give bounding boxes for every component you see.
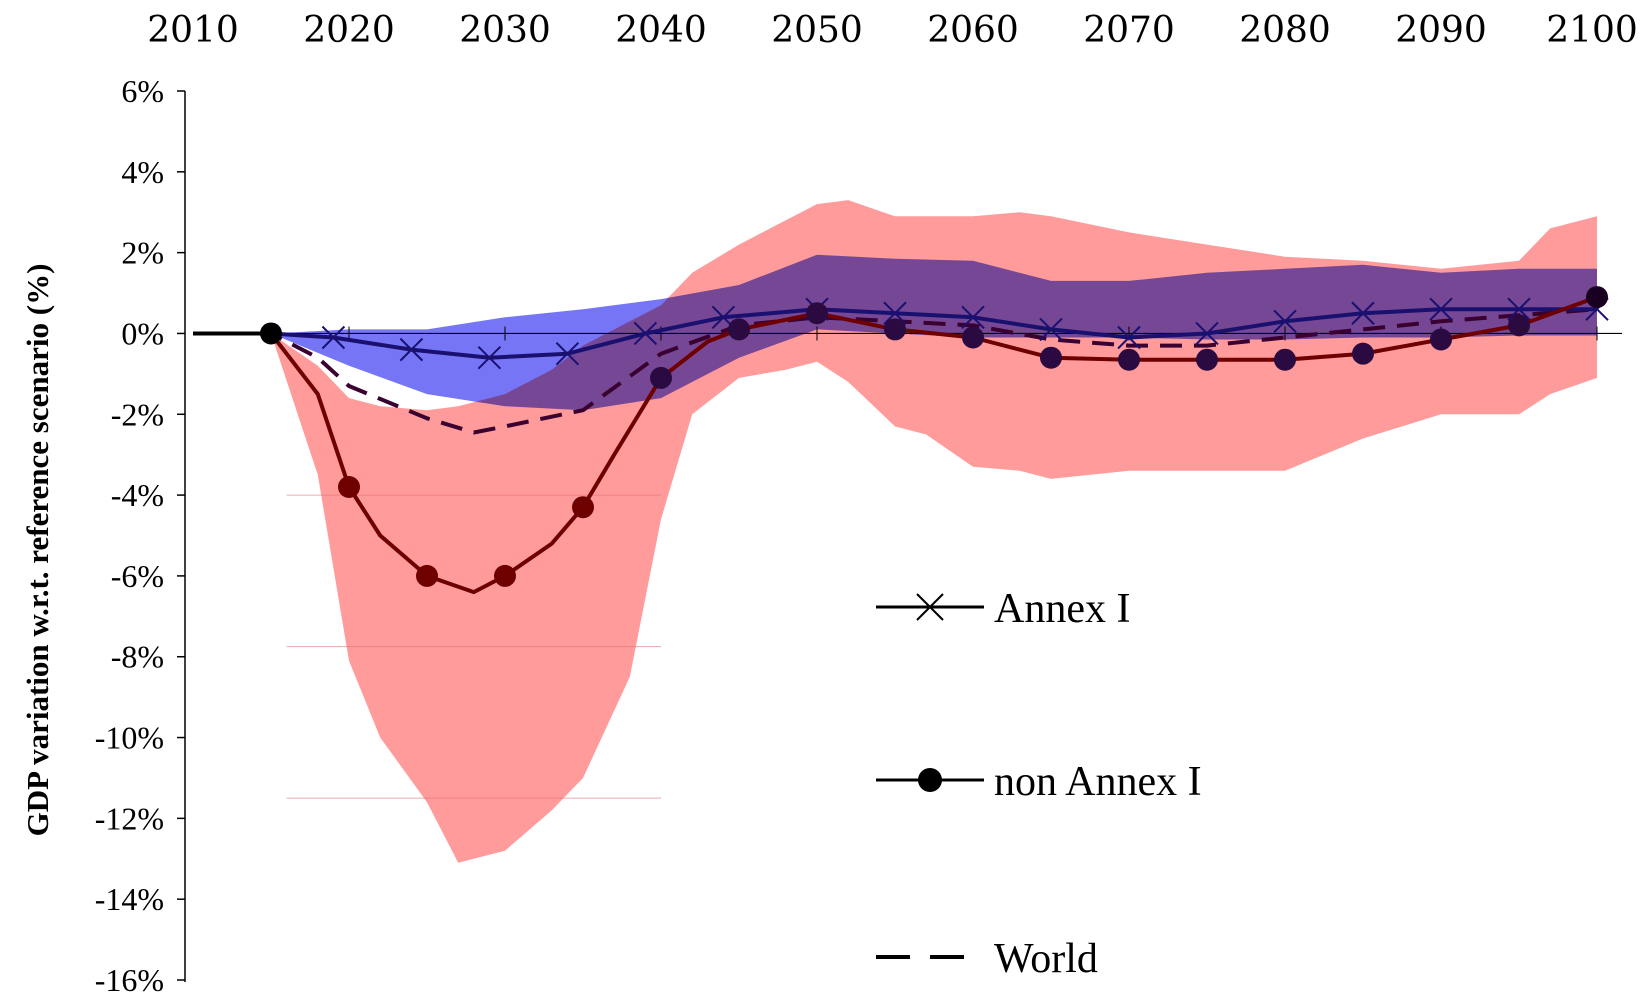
annex-i-marker bbox=[321, 325, 346, 350]
y-tick-label: 0% bbox=[121, 315, 164, 351]
non-annex-i-marker bbox=[1196, 348, 1218, 371]
x-tick-label: 2040 bbox=[615, 10, 707, 51]
legend-label: non Annex I bbox=[994, 759, 1202, 805]
x-tick-label: 2090 bbox=[1395, 10, 1487, 51]
y-tick-label: -12% bbox=[95, 800, 164, 836]
annex-i-marker bbox=[1117, 325, 1141, 350]
world-line bbox=[193, 307, 1598, 435]
legend-item: non Annex I bbox=[876, 759, 1202, 805]
y-tick-label: -2% bbox=[111, 396, 164, 432]
annex-i-marker bbox=[399, 337, 424, 362]
legend-item: Annex I bbox=[876, 586, 1130, 632]
non-annex-i-marker bbox=[884, 318, 906, 341]
non-annex-i-marker bbox=[494, 564, 516, 587]
x-tick-label: 2030 bbox=[459, 10, 551, 51]
annex-i-marker bbox=[1195, 321, 1219, 346]
x-tick-label: 2100 bbox=[1546, 10, 1638, 51]
annex-i-marker bbox=[633, 321, 658, 346]
y-tick-label: -16% bbox=[95, 962, 164, 992]
series-lines bbox=[193, 286, 1609, 595]
annex-i-marker bbox=[1507, 297, 1531, 321]
y-tick-labels: 6% 4% 2% 0% -2% -4% -6% -8% -10% -12% -14% -16% bbox=[95, 73, 164, 992]
non-annex-i-marker bbox=[650, 366, 672, 389]
non-annex-i-marker bbox=[962, 326, 984, 349]
legend-item: World bbox=[876, 936, 1098, 982]
non-annex-i-marker bbox=[572, 496, 594, 519]
y-tick-label: -10% bbox=[95, 720, 164, 756]
axes bbox=[177, 90, 1622, 982]
non-annex-i-marker bbox=[1274, 348, 1296, 371]
y-tick-label: 6% bbox=[121, 73, 164, 109]
x-tick-label: 2080 bbox=[1239, 10, 1331, 51]
non-annex-i-marker bbox=[416, 564, 438, 587]
y-tick-label: -14% bbox=[95, 881, 164, 917]
legend-label: World bbox=[994, 936, 1098, 982]
x-tick-label: 2050 bbox=[771, 10, 863, 51]
y-axis-label: GDP variation w.r.t. reference scenario … bbox=[20, 264, 55, 837]
y-tick-label: 4% bbox=[121, 154, 164, 190]
x-tick-labels: 2010 2020 2030 2040 2050 2060 2070 2080 2090 2100 bbox=[147, 10, 1638, 51]
legend: Annex I non Annex I World bbox=[876, 586, 1202, 982]
non-annex-i-marker bbox=[338, 476, 360, 499]
x-tick-label: 2070 bbox=[1083, 10, 1175, 51]
non-annex-i-marker bbox=[1508, 314, 1530, 337]
legend-label: Annex I bbox=[994, 586, 1130, 632]
legend-marker bbox=[916, 593, 944, 621]
x-tick-label: 2060 bbox=[927, 10, 1019, 51]
non-annex-i-marker bbox=[1040, 346, 1062, 369]
annex-i-marker bbox=[1351, 301, 1375, 325]
non-annex-i-marker bbox=[1430, 328, 1452, 351]
annex-i-marker bbox=[883, 301, 907, 325]
annex-i-marker bbox=[1273, 309, 1297, 334]
annex-i-marker bbox=[477, 345, 502, 370]
legend-marker bbox=[918, 768, 942, 792]
y-tick-label: -8% bbox=[111, 639, 164, 675]
non-annex-i-marker bbox=[728, 318, 750, 341]
x-tick-label: 2010 bbox=[147, 10, 239, 51]
range-bands bbox=[271, 200, 1597, 863]
annex-i-marker bbox=[555, 341, 580, 366]
y-tick-label: -4% bbox=[111, 477, 164, 513]
non-annex-i-marker bbox=[1352, 342, 1374, 365]
x-tick-label: 2020 bbox=[303, 10, 395, 51]
non-annex-i-marker bbox=[806, 302, 828, 325]
y-tick-label: -6% bbox=[111, 558, 164, 594]
non-annex-i-marker bbox=[1586, 286, 1608, 309]
annex-i-marker bbox=[961, 305, 985, 329]
annex-i-marker bbox=[1039, 317, 1063, 342]
y-tick-label: 2% bbox=[121, 235, 164, 271]
annex-i-marker bbox=[1429, 297, 1453, 321]
non-annex-i-marker bbox=[1118, 348, 1140, 371]
